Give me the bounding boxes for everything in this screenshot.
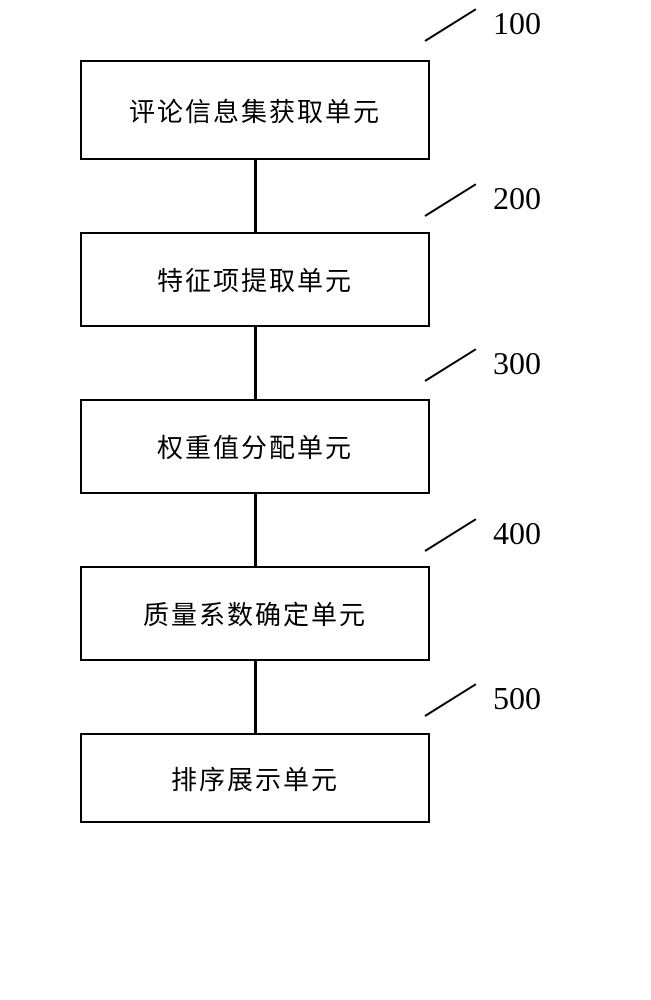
flow-box-1: 评论信息集获取单元 bbox=[80, 60, 430, 160]
label-group-5: 500 bbox=[425, 715, 541, 717]
label-group-3: 300 bbox=[425, 380, 541, 382]
flow-box-5-text: 排序展示单元 bbox=[171, 760, 339, 797]
label-3: 300 bbox=[493, 345, 541, 382]
connector-2-3 bbox=[254, 327, 257, 399]
leader-line-1 bbox=[424, 8, 476, 41]
connector-3-4 bbox=[254, 494, 257, 566]
flow-box-4-text: 质量系数确定单元 bbox=[143, 595, 367, 632]
label-4: 400 bbox=[493, 515, 541, 552]
flow-box-2-text: 特征项提取单元 bbox=[157, 261, 353, 298]
flow-box-4: 质量系数确定单元 bbox=[80, 566, 430, 661]
leader-line-2 bbox=[424, 183, 476, 216]
flow-box-3-text: 权重值分配单元 bbox=[157, 428, 353, 465]
leader-line-3 bbox=[424, 348, 476, 381]
connector-1-2 bbox=[254, 160, 257, 232]
flow-box-3: 权重值分配单元 bbox=[80, 399, 430, 494]
label-1: 100 bbox=[493, 5, 541, 42]
label-group-1: 100 bbox=[425, 40, 541, 42]
flowchart-container: 评论信息集获取单元 100 特征项提取单元 200 权重值分配单元 300 质量… bbox=[80, 60, 580, 823]
label-group-2: 200 bbox=[425, 215, 541, 217]
label-5: 500 bbox=[493, 680, 541, 717]
label-group-4: 400 bbox=[425, 550, 541, 552]
leader-line-5 bbox=[424, 683, 476, 716]
flow-box-1-text: 评论信息集获取单元 bbox=[129, 92, 381, 129]
leader-line-4 bbox=[424, 518, 476, 551]
label-2: 200 bbox=[493, 180, 541, 217]
flow-box-5: 排序展示单元 bbox=[80, 733, 430, 823]
connector-4-5 bbox=[254, 661, 257, 733]
flow-box-2: 特征项提取单元 bbox=[80, 232, 430, 327]
